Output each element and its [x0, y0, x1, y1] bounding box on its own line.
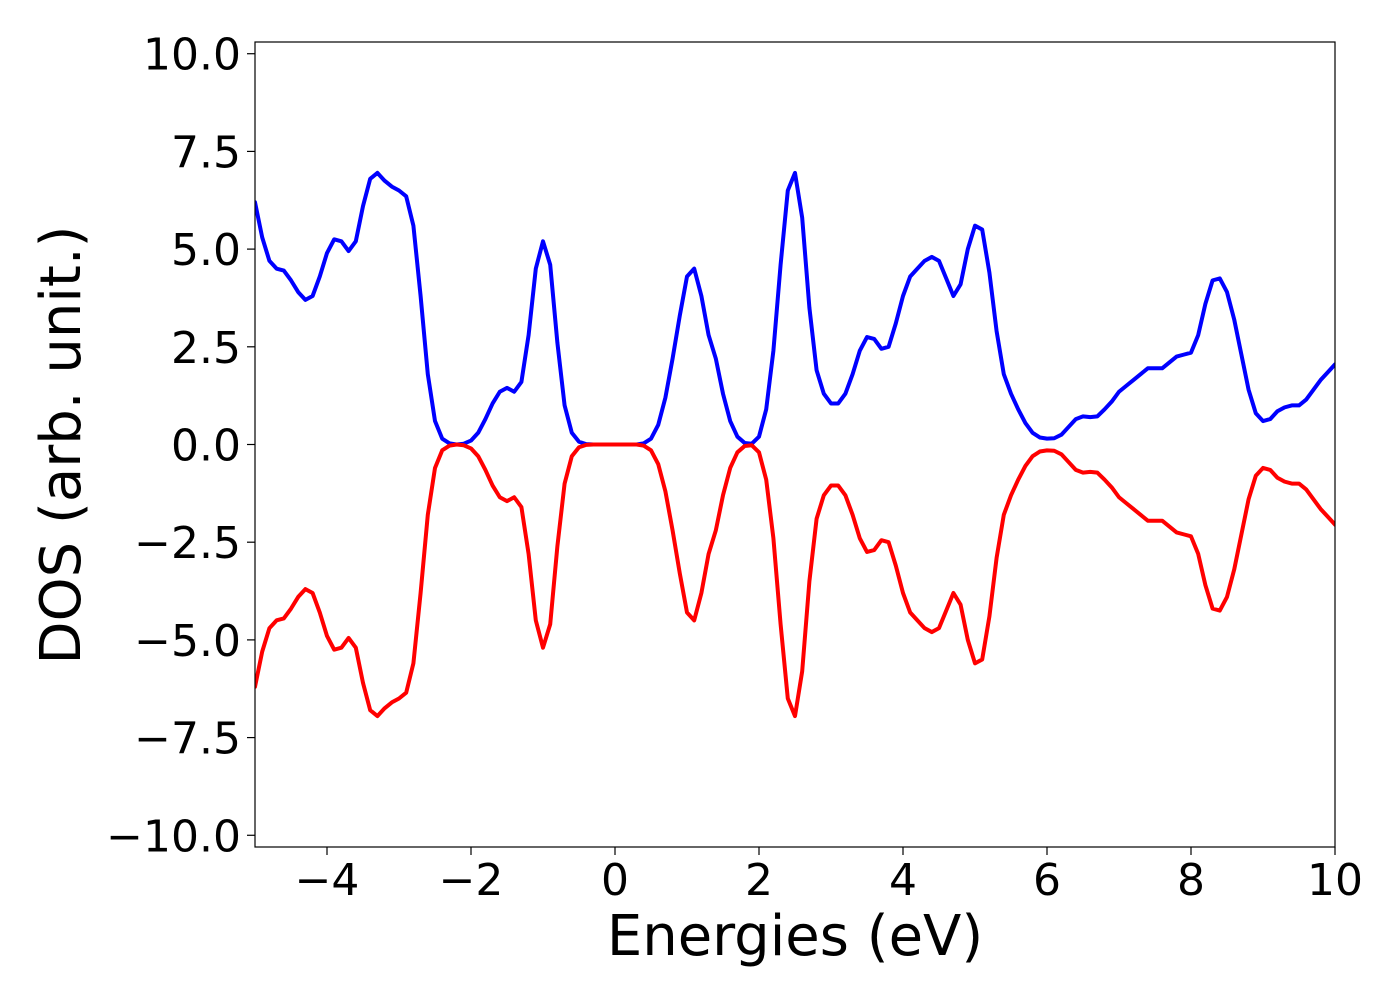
- series-line: [255, 442, 1335, 719]
- y-tick-label: −7.5: [134, 714, 241, 765]
- y-tick-label: −2.5: [134, 518, 241, 569]
- x-tick-label: −2: [439, 855, 504, 906]
- y-tick-label: 0.0: [171, 421, 241, 472]
- x-tick-label: 6: [1033, 855, 1061, 906]
- plot-frame: [254, 41, 1336, 848]
- y-tick-label: 10.0: [143, 30, 241, 81]
- x-tick-label: 2: [745, 855, 773, 906]
- y-tick-label: 2.5: [171, 323, 241, 374]
- x-tick-label: 4: [889, 855, 917, 906]
- series-line: [255, 170, 1335, 447]
- x-tick-label: 8: [1177, 855, 1205, 906]
- y-tick-label: 5.0: [171, 225, 241, 276]
- y-tick-label: −5.0: [134, 616, 241, 667]
- x-tick-label: 10: [1307, 855, 1363, 906]
- x-tick-label: 0: [601, 855, 629, 906]
- y-axis-label: DOS (arb. unit.): [29, 225, 94, 664]
- y-tick-label: 7.5: [171, 127, 241, 178]
- y-tick-label: −10.0: [106, 811, 241, 862]
- x-tick-label: −4: [295, 855, 360, 906]
- x-axis-label: Energies (eV): [607, 904, 983, 969]
